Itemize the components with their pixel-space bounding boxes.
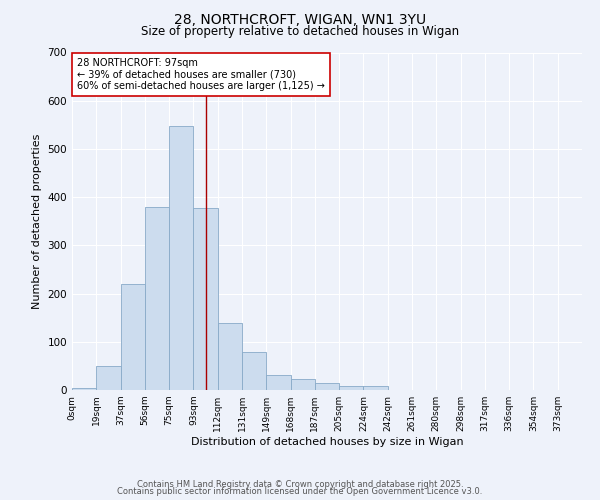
Bar xyxy=(339,386,364,390)
Bar xyxy=(121,284,145,390)
Bar xyxy=(315,383,339,390)
Bar xyxy=(242,352,266,390)
Text: Contains HM Land Registry data © Crown copyright and database right 2025.: Contains HM Land Registry data © Crown c… xyxy=(137,480,463,489)
Bar xyxy=(96,366,121,390)
Text: Contains public sector information licensed under the Open Government Licence v3: Contains public sector information licen… xyxy=(118,487,482,496)
Bar xyxy=(193,208,218,390)
Y-axis label: Number of detached properties: Number of detached properties xyxy=(32,134,42,309)
Bar xyxy=(169,126,193,390)
Text: 28 NORTHCROFT: 97sqm
← 39% of detached houses are smaller (730)
60% of semi-deta: 28 NORTHCROFT: 97sqm ← 39% of detached h… xyxy=(77,58,325,91)
Bar xyxy=(145,207,169,390)
Bar xyxy=(290,380,315,390)
X-axis label: Distribution of detached houses by size in Wigan: Distribution of detached houses by size … xyxy=(191,437,463,447)
Bar xyxy=(218,322,242,390)
Text: 28, NORTHCROFT, WIGAN, WN1 3YU: 28, NORTHCROFT, WIGAN, WN1 3YU xyxy=(174,12,426,26)
Text: Size of property relative to detached houses in Wigan: Size of property relative to detached ho… xyxy=(141,25,459,38)
Bar xyxy=(364,386,388,390)
Bar xyxy=(266,374,290,390)
Bar xyxy=(72,388,96,390)
